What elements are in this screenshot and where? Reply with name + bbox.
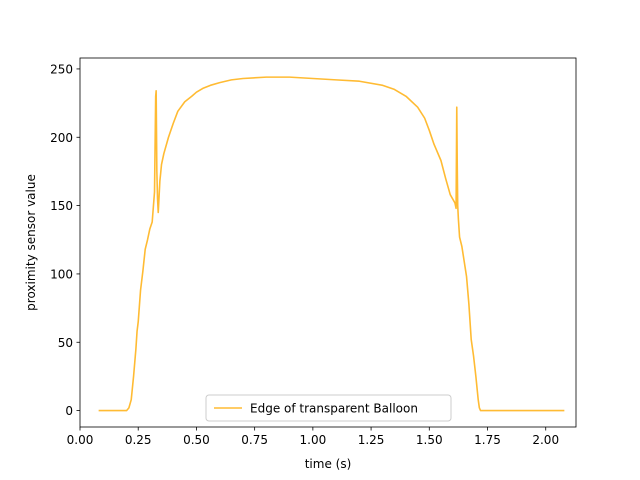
- plot-frame: [79, 57, 577, 428]
- series-layer: [98, 76, 565, 412]
- legend-label: Edge of transparent Balloon: [250, 402, 418, 416]
- x-axis-ticks: 0.00 0.25 0.50 0.75 1.00 1.25 1.50 1.75 2.00: [67, 427, 559, 447]
- legend: Edge of transparent Balloon: [205, 394, 452, 422]
- series-line-0: [98, 76, 565, 412]
- y-tick-label: 0: [65, 404, 73, 418]
- x-tick-label: 1.00: [300, 433, 327, 447]
- y-axis-label: proximity sensor value: [24, 174, 38, 311]
- y-tick-label: 100: [50, 267, 73, 281]
- y-tick-label: 200: [50, 131, 73, 145]
- x-tick-label: 0.75: [241, 433, 268, 447]
- x-tick-label: 1.75: [474, 433, 501, 447]
- x-tick-label: 2.00: [532, 433, 559, 447]
- y-tick-label: 150: [50, 199, 73, 213]
- legend-box: [205, 394, 452, 422]
- x-tick-label: 0.00: [67, 433, 94, 447]
- x-tick-label: 0.50: [183, 433, 210, 447]
- y-tick-label: 250: [50, 62, 73, 76]
- x-axis-label: time (s): [305, 457, 352, 471]
- y-tick-label: 50: [58, 336, 73, 350]
- x-tick-label: 1.50: [416, 433, 443, 447]
- x-tick-label: 1.25: [358, 433, 385, 447]
- y-axis-ticks: 0 50 100 150 200 250: [50, 62, 80, 418]
- x-tick-label: 0.25: [125, 433, 152, 447]
